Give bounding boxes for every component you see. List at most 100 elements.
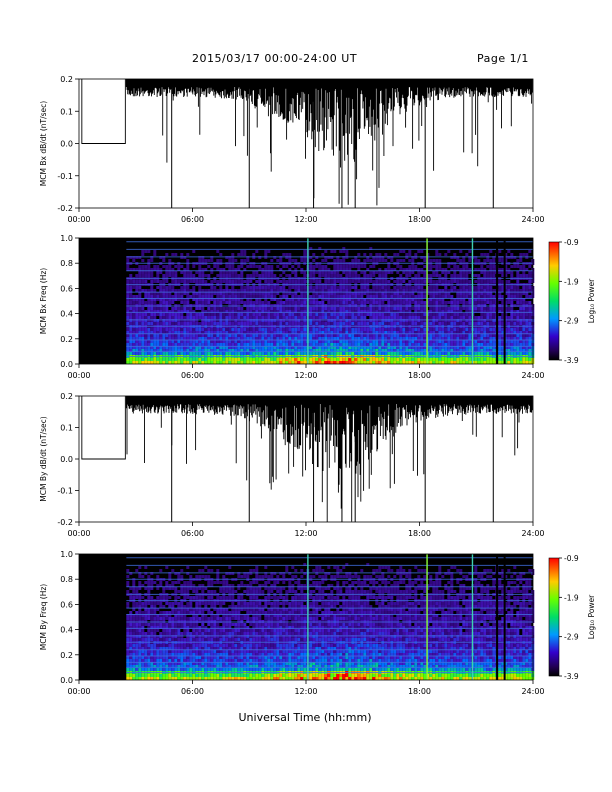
spectrogram-cell bbox=[231, 361, 235, 364]
spectrogram-cell bbox=[411, 307, 415, 310]
spectrogram-cell bbox=[426, 289, 430, 292]
spectrogram-cell bbox=[126, 286, 130, 289]
spectrogram-cell bbox=[333, 271, 337, 274]
spectrogram-cell bbox=[435, 313, 439, 316]
spectrogram-cell bbox=[309, 346, 313, 349]
spectrogram-cell bbox=[444, 349, 448, 352]
spectrogram-cell bbox=[168, 301, 172, 304]
spectrogram-cell bbox=[282, 265, 286, 268]
spectrogram-cell bbox=[378, 319, 382, 322]
spectrogram-cell bbox=[243, 334, 247, 337]
spectrogram-cell bbox=[339, 334, 343, 337]
spectrogram-cell bbox=[165, 638, 169, 641]
spectrogram-cell bbox=[186, 334, 190, 337]
spectrogram-cell bbox=[297, 304, 301, 307]
spectrogram-cell bbox=[417, 292, 421, 295]
spectrogram-cell bbox=[258, 328, 262, 331]
spectrogram-cell bbox=[351, 298, 355, 301]
spectrogram-cell bbox=[339, 340, 343, 343]
spectrogram-cell bbox=[423, 265, 427, 268]
spectrogram-cell bbox=[345, 328, 349, 331]
spectrogram-cell bbox=[528, 349, 532, 352]
spectrogram-cell bbox=[138, 653, 142, 656]
spectrogram-cell bbox=[519, 361, 523, 364]
spectrogram-cell bbox=[150, 596, 154, 599]
spectrogram-cell bbox=[150, 662, 154, 665]
spectrogram-cell bbox=[282, 295, 286, 298]
spectrogram-cell bbox=[333, 301, 337, 304]
spectrogram-cell bbox=[423, 343, 427, 346]
spectrogram-cell bbox=[204, 313, 208, 316]
spectrogram-cell bbox=[255, 250, 259, 253]
spectrogram-cell bbox=[138, 346, 142, 349]
spectrogram-cell bbox=[141, 313, 145, 316]
spectrogram-cell bbox=[510, 298, 514, 301]
spectrogram-cell bbox=[162, 590, 166, 593]
spectrogram-cell bbox=[174, 289, 178, 292]
spectrogram-cell bbox=[480, 280, 484, 283]
spectrogram-cell bbox=[321, 298, 325, 301]
spectrogram-cell bbox=[363, 304, 367, 307]
spectrogram-cell bbox=[216, 298, 220, 301]
spectrogram-cell bbox=[330, 340, 334, 343]
spectrogram-cell bbox=[141, 271, 145, 274]
spectrogram-cell bbox=[528, 304, 532, 307]
spectrogram-cell bbox=[222, 268, 226, 271]
spectrogram-cell bbox=[126, 575, 130, 578]
spectrogram-cell bbox=[453, 343, 457, 346]
spectrogram-cell bbox=[372, 316, 376, 319]
spectrogram-cell bbox=[129, 298, 133, 301]
spectrogram-cell bbox=[126, 319, 130, 322]
spectrogram-cell bbox=[204, 331, 208, 334]
spectrogram-cell bbox=[144, 331, 148, 334]
spectrogram-cell bbox=[474, 259, 478, 262]
spectrogram-cell bbox=[399, 301, 403, 304]
spectrogram-cell bbox=[297, 286, 301, 289]
spectrogram-cell bbox=[417, 250, 421, 253]
spectrogram-cell bbox=[462, 352, 466, 355]
spectrogram-cell bbox=[369, 340, 373, 343]
spectrogram-cell bbox=[318, 289, 322, 292]
spectrogram-cell bbox=[309, 340, 313, 343]
spectrogram-cell bbox=[414, 298, 418, 301]
spectrogram-cell bbox=[375, 316, 379, 319]
spectrogram-cell bbox=[231, 334, 235, 337]
spectrogram-cell bbox=[129, 656, 133, 659]
spectrogram-cell bbox=[216, 250, 220, 253]
spectrogram-cell bbox=[258, 346, 262, 349]
spectrogram-cell bbox=[426, 286, 430, 289]
spectrogram-cell bbox=[390, 268, 394, 271]
spectrogram-cell bbox=[333, 316, 337, 319]
spectrogram-cell bbox=[525, 343, 529, 346]
spectrogram-cell bbox=[381, 322, 385, 325]
spectrogram-cell bbox=[375, 292, 379, 295]
spectrogram-cell bbox=[354, 361, 358, 364]
spectrogram-cell bbox=[297, 322, 301, 325]
spectrogram-cell bbox=[129, 310, 133, 313]
spectrogram-cell bbox=[360, 316, 364, 319]
spectrogram-cell bbox=[282, 331, 286, 334]
spectrogram-cell bbox=[315, 295, 319, 298]
spectrogram-cell bbox=[183, 280, 187, 283]
spectrogram-cell bbox=[450, 280, 454, 283]
spectrogram-cell bbox=[276, 298, 280, 301]
spectrogram-cell bbox=[366, 289, 370, 292]
spectrogram-cell bbox=[153, 307, 157, 310]
spectrogram-cell bbox=[240, 361, 244, 364]
spectrogram-cell bbox=[465, 352, 469, 355]
panel-1-trace bbox=[81, 79, 533, 208]
spectrogram-cell bbox=[372, 319, 376, 322]
spectrogram-cell bbox=[273, 334, 277, 337]
spectrogram-cell bbox=[435, 316, 439, 319]
spectrogram-cell bbox=[384, 346, 388, 349]
spectrogram-cell bbox=[180, 358, 184, 361]
spectrogram-cell bbox=[225, 265, 229, 268]
spectrogram-cell bbox=[462, 328, 466, 331]
spectrogram-cell bbox=[231, 298, 235, 301]
spectrogram-cell bbox=[504, 289, 508, 292]
spectrogram-cell bbox=[336, 265, 340, 268]
spectrogram-cell bbox=[327, 349, 331, 352]
spectrogram-cell bbox=[444, 319, 448, 322]
spectrogram-cell bbox=[345, 250, 349, 253]
spectrogram-cell bbox=[468, 358, 472, 361]
